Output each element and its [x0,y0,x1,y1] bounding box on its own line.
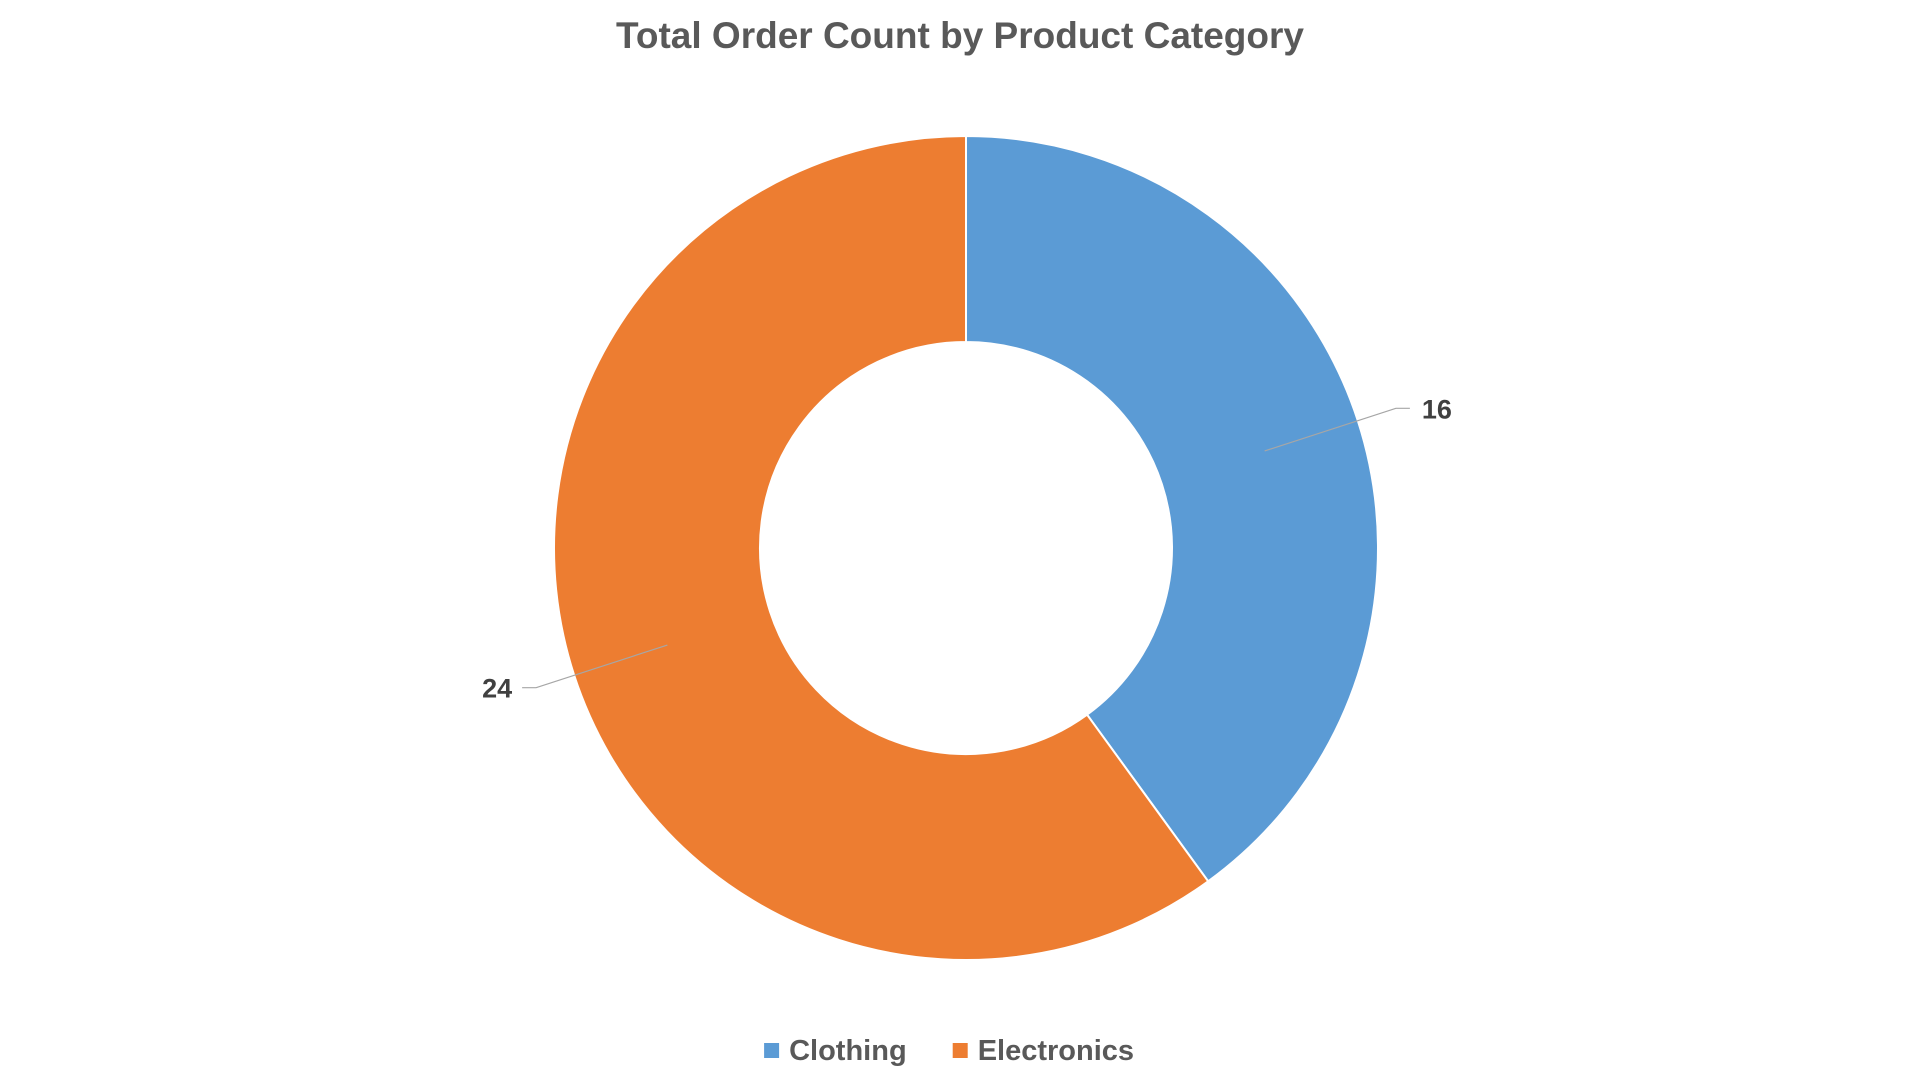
legend-label-clothing: Clothing [789,1035,907,1067]
legend-label-electronics: Electronics [978,1035,1134,1067]
slices [553,134,1379,961]
leader-line-electronics [522,644,668,689]
data-label-electronics: 24 [482,674,512,704]
legend-swatch-clothing [764,1043,780,1058]
slice-clothing [965,134,1379,883]
legend-swatch-electronics [952,1043,968,1058]
slice-electronics [553,134,1210,961]
chart-title: Total Order Count by Product Category [616,15,1304,56]
legend: Clothing Electronics [764,1035,1134,1067]
data-label-clothing: 16 [1422,394,1452,424]
leader-line-clothing [1264,407,1410,452]
